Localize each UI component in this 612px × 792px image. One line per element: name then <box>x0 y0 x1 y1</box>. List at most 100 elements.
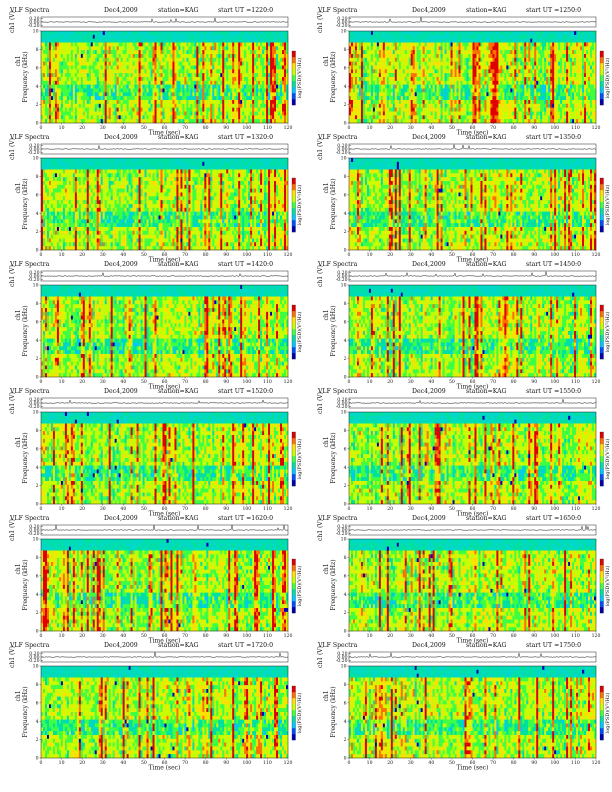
spectrogram-cell <box>108 96 111 101</box>
spectrogram-cell <box>104 115 107 120</box>
spectrogram-cell <box>540 46 543 51</box>
spectrogram-cell <box>448 61 451 66</box>
spectrogram-cell <box>524 96 527 101</box>
spectrogram-cell <box>56 80 60 85</box>
spectrogram-cell <box>524 34 527 39</box>
spectrogram-cell <box>96 119 99 124</box>
spectrogram-cell <box>236 107 239 112</box>
spectrogram-cell <box>374 88 378 93</box>
spectrogram-cell <box>404 73 407 78</box>
spectrogram-cell <box>68 69 72 74</box>
spectrogram-cell <box>504 61 507 66</box>
spectrogram-cell <box>396 38 399 43</box>
spectrogram-cell <box>472 111 475 116</box>
spectrogram-cell <box>42 31 46 35</box>
spectrogram-cell <box>54 88 58 93</box>
spectrogram-cell <box>41 54 44 58</box>
spectrogram-cell <box>350 100 354 104</box>
spectrogram-cell <box>420 46 423 51</box>
spectrogram-cell <box>126 84 129 89</box>
spectrogram-cell <box>416 92 419 97</box>
spectrogram-cell <box>188 96 191 101</box>
spectrogram-cell <box>88 88 91 93</box>
spectrogram-cell <box>258 57 261 62</box>
spectrogram-cell <box>272 119 275 124</box>
spectrogram-cell <box>474 31 477 35</box>
spectrogram-cell <box>498 88 501 93</box>
spectrogram-cell <box>452 88 455 93</box>
spectrogram-cell <box>212 42 215 47</box>
spectrogram-cell <box>364 96 368 101</box>
spectrogram-cell <box>176 61 179 66</box>
spectrogram-cell <box>380 69 384 74</box>
spectrogram-cell <box>238 65 241 70</box>
spectrogram-cell <box>202 119 205 124</box>
spectrogram-cell <box>526 80 529 85</box>
spectrogram-cell <box>450 100 453 104</box>
spectrogram-cell <box>236 57 239 62</box>
spectrogram-cell <box>138 80 141 85</box>
spectrogram-cell <box>74 69 77 74</box>
spectrogram-cell <box>74 65 77 70</box>
spectrogram-cell <box>494 57 497 62</box>
spectrogram-cell <box>180 42 183 47</box>
spectrogram-cell <box>349 34 352 39</box>
spectrogram-cell <box>144 84 147 89</box>
spectrogram-cell <box>276 77 279 81</box>
spectrogram-cell <box>78 84 81 89</box>
spectrogram-cell <box>456 100 459 104</box>
spectrogram-cell <box>216 111 219 116</box>
spectrogram-cell <box>184 38 187 43</box>
spectrogram-cell <box>198 73 201 78</box>
spectrogram-cell <box>274 54 277 58</box>
spectrogram-cell <box>144 46 147 51</box>
spectrogram-cell <box>106 50 109 55</box>
spectrogram-cell <box>240 54 243 58</box>
spectrogram-cell <box>400 80 403 85</box>
spectrogram-cell <box>132 80 135 85</box>
spectrogram-cell <box>446 50 449 55</box>
spectrogram-cell <box>272 65 275 70</box>
spectrogram-cell <box>76 31 79 35</box>
spectrogram-cell <box>78 103 81 108</box>
spectrogram-cell <box>41 115 44 120</box>
spectrogram-cell <box>284 73 287 78</box>
spectrogram-cell <box>136 31 139 35</box>
spectrogram-cell <box>142 119 145 124</box>
frequency-tick-label: 2 <box>36 102 39 108</box>
spectrogram-cell <box>394 61 397 66</box>
spectrogram-cell <box>506 73 509 78</box>
spectrogram-cell <box>256 92 259 97</box>
spectrogram-cell <box>378 100 382 104</box>
spectrogram-cell <box>228 42 231 47</box>
spectrogram-cell <box>258 42 261 47</box>
spectrogram-cell <box>414 42 417 47</box>
spectrogram-heatmap <box>41 31 289 124</box>
spectrogram-cell <box>92 54 95 58</box>
spectrogram-cell <box>426 88 429 93</box>
spectrogram-cell <box>198 69 201 74</box>
spectrogram-cell <box>236 115 239 120</box>
spectrogram-cell <box>246 84 249 89</box>
spectrogram-cell <box>192 100 195 104</box>
spectrogram-cell <box>372 31 376 35</box>
spectrogram-cell <box>434 69 437 74</box>
spectrogram-cell <box>450 92 453 97</box>
spectrogram-cell <box>536 77 539 81</box>
spectrogram-cell <box>536 119 539 124</box>
spectrogram-cell <box>94 80 97 85</box>
spectrogram-cell <box>168 54 171 58</box>
spectrogram-cell <box>130 46 133 51</box>
spectrogram-cell <box>480 92 483 97</box>
spectrogram-cell <box>520 77 523 81</box>
spectrogram-cell <box>102 111 105 116</box>
spectrogram-cell <box>88 46 91 51</box>
spectrogram-cell <box>418 84 421 89</box>
spectrogram-cell <box>448 77 451 81</box>
spectrogram-cell <box>496 69 499 74</box>
spectrogram-cell <box>190 38 193 43</box>
spectrogram-cell <box>352 96 356 101</box>
spectrogram-cell <box>220 111 223 116</box>
spectrogram-cell <box>48 119 52 124</box>
spectrogram-cell <box>114 42 117 47</box>
